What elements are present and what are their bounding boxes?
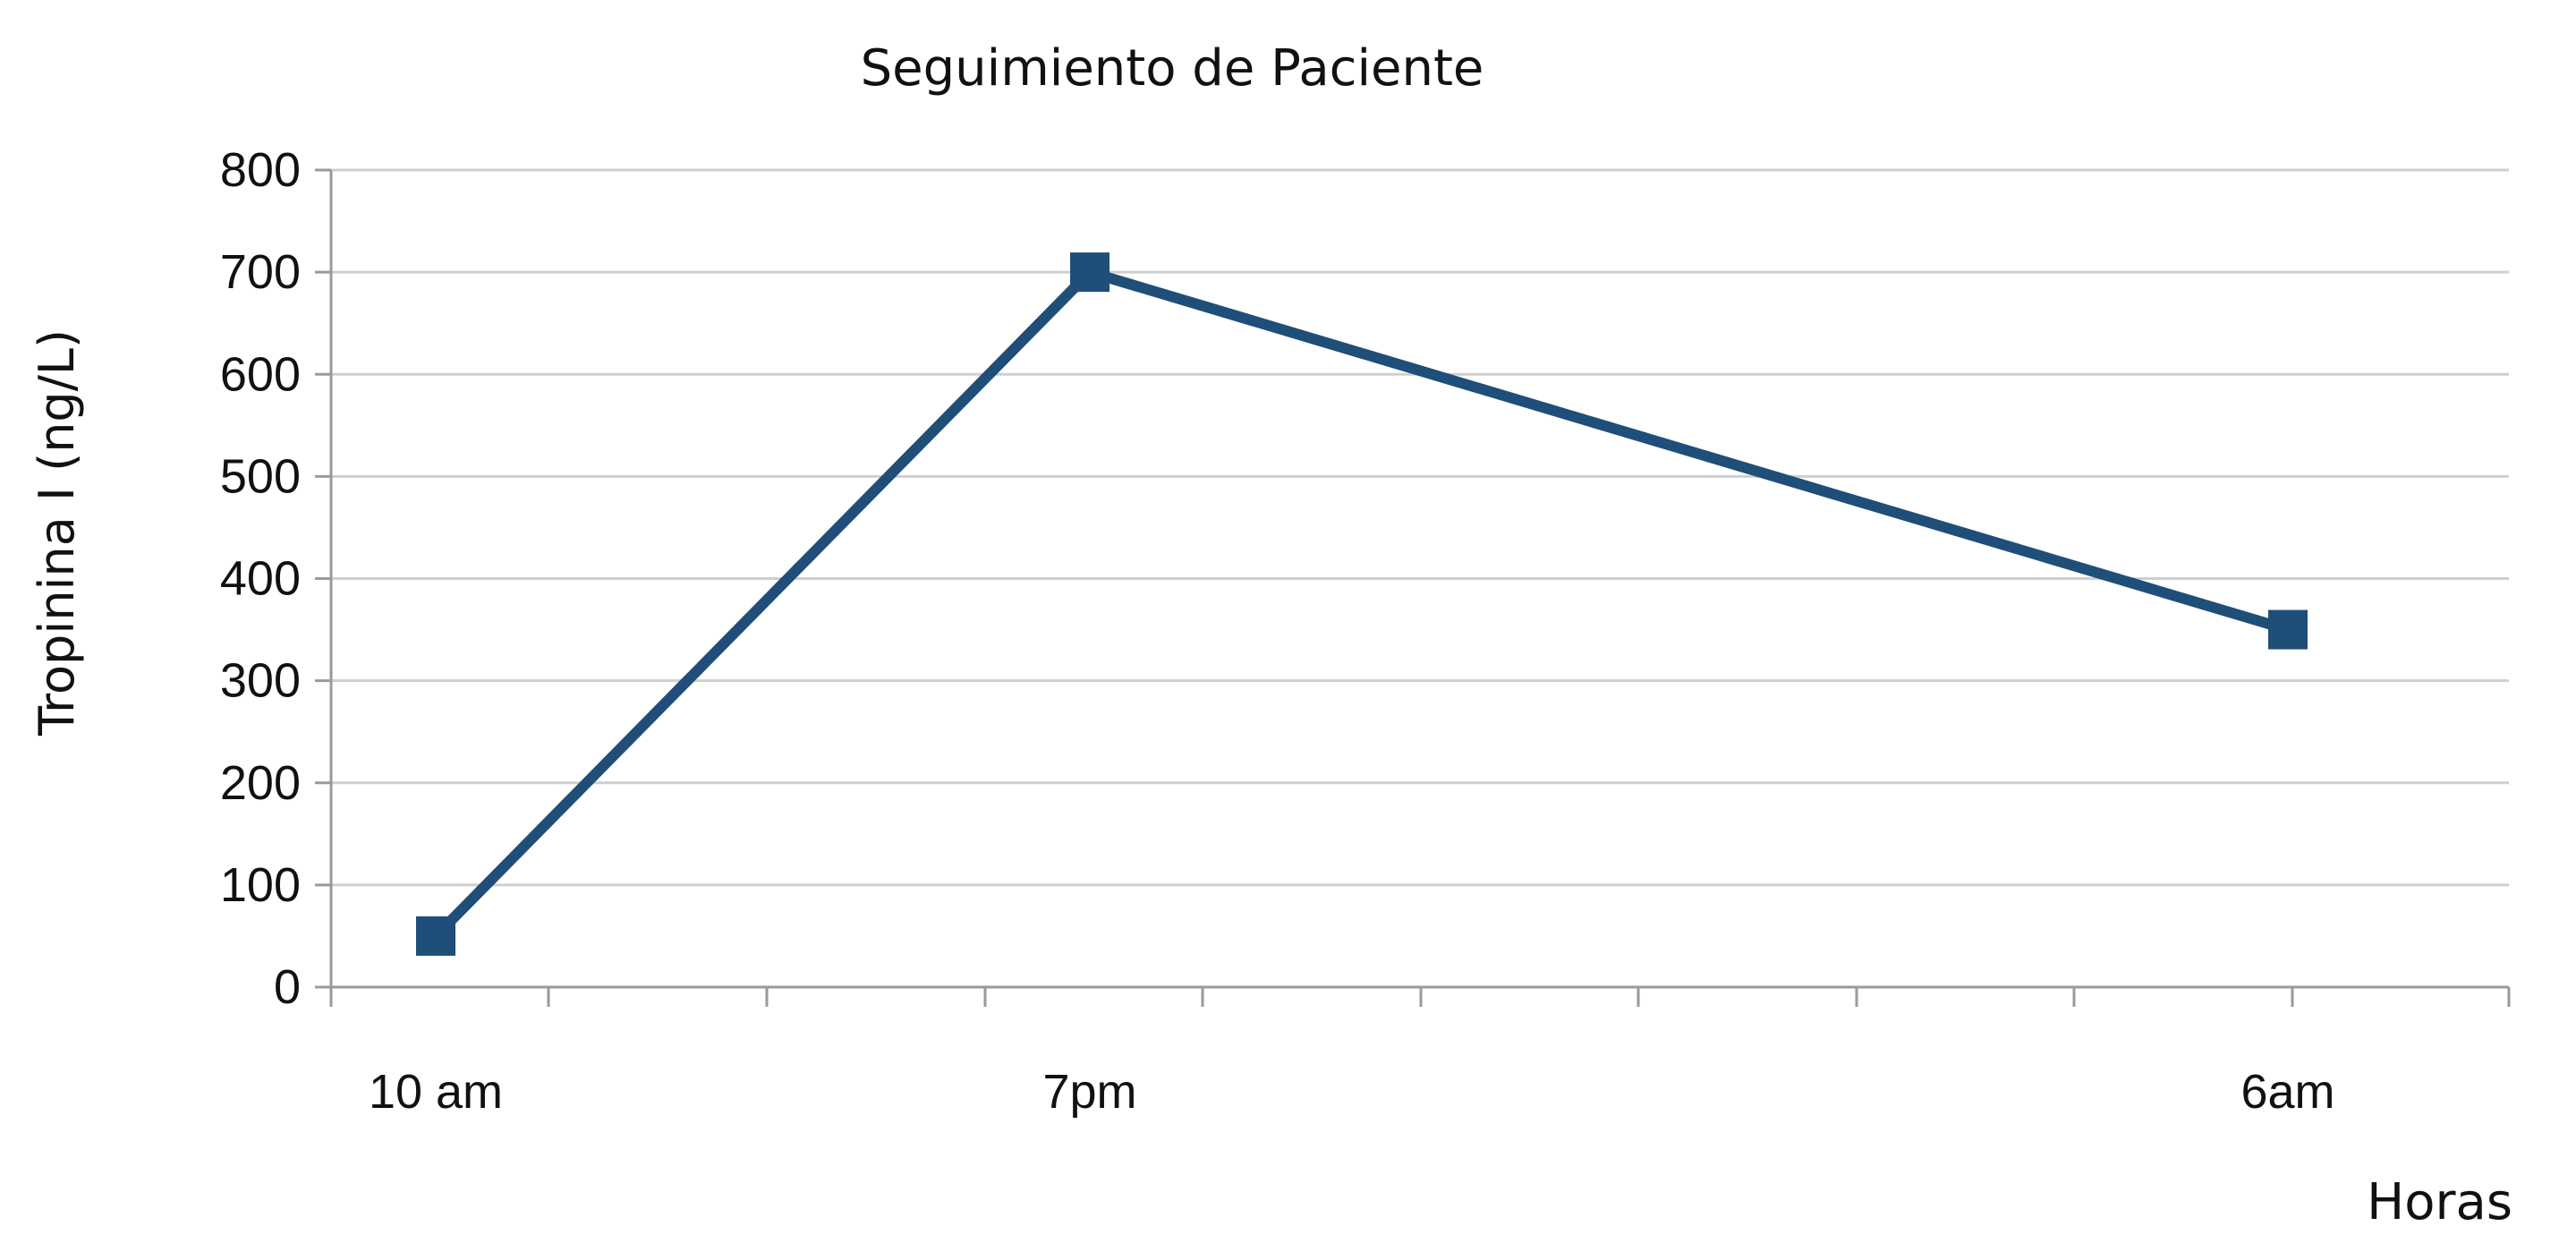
series-layer — [416, 252, 2308, 956]
y-tick-label-800: 800 — [220, 143, 301, 197]
axis-layer — [315, 168, 2511, 1007]
chart-title: Seguimiento de Paciente — [861, 39, 1484, 98]
y-tick-label-700: 700 — [220, 245, 301, 299]
text-layer: Seguimiento de Paciente Tropinina I (ng/… — [29, 39, 2512, 1231]
y-tick-label-200: 200 — [220, 756, 301, 810]
x-axis-label: Horas — [2367, 1173, 2512, 1231]
y-tick-label-100: 100 — [220, 858, 301, 912]
y-tick-label-500: 500 — [220, 449, 301, 503]
y-tick-label-300: 300 — [220, 654, 301, 708]
data-point-2 — [2268, 609, 2308, 650]
y-tick-label-400: 400 — [220, 552, 301, 606]
grid-layer — [331, 168, 2509, 887]
data-point-1 — [1070, 252, 1109, 293]
y-axis-label: Tropinina I (ng/L) — [29, 329, 85, 737]
data-point-0 — [416, 916, 455, 956]
y-tick-label-0: 0 — [274, 960, 301, 1014]
y-tick-label-600: 600 — [220, 347, 301, 401]
x-tick-label-0: 10 am — [369, 1065, 503, 1119]
series-line — [430, 267, 2293, 941]
x-tick-label-1: 7pm — [1042, 1065, 1136, 1119]
x-tick-label-2: 6am — [2240, 1065, 2334, 1119]
